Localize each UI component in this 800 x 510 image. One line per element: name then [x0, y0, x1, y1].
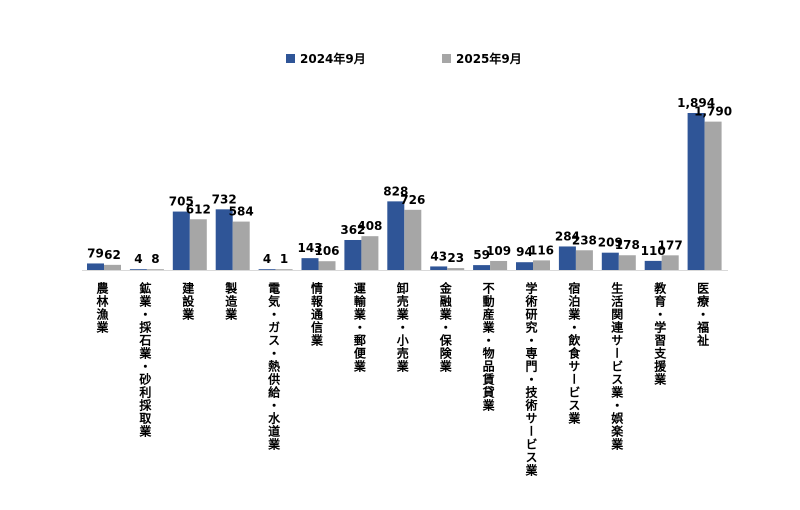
data-label: 59: [473, 248, 490, 262]
data-label: 4: [263, 252, 271, 266]
bar-2025: [104, 264, 121, 270]
data-label: 705: [169, 195, 194, 209]
legend-label-2025: 2025年9月: [456, 52, 522, 66]
bar-2024: [516, 262, 533, 270]
bar-2025: [189, 219, 207, 270]
category-label: 宿泊業・飲食サービス業: [566, 282, 581, 425]
data-label: 62: [104, 248, 121, 262]
data-label: 4: [134, 252, 142, 266]
bar-2024: [344, 239, 362, 270]
category-label: 卸売業・小売業: [395, 282, 410, 373]
data-label: 178: [615, 238, 640, 252]
bar-2025: [661, 255, 679, 270]
data-label: 726: [400, 193, 425, 207]
data-label: 362: [340, 223, 365, 237]
category-label: 農林漁業: [95, 282, 109, 334]
category-label: 学術研究・専門・技術サービス業: [524, 282, 538, 477]
category-label: 医療・福祉: [695, 282, 710, 347]
bar-2025: [275, 269, 293, 270]
data-label: 177: [658, 238, 683, 252]
bar-2024: [601, 252, 619, 270]
data-label: 109: [486, 244, 511, 258]
bar-2024: [430, 266, 448, 270]
data-label: 584: [229, 205, 254, 219]
bar-2025: [704, 121, 722, 270]
bar-2024: [301, 258, 319, 270]
category-label: 製造業: [223, 282, 238, 321]
data-label: 110: [641, 244, 666, 258]
legend-label-2024: 2024年9月: [300, 52, 366, 66]
bar-2024: [687, 113, 705, 270]
data-label: 408: [357, 219, 382, 233]
legend-item-2024: 2024年9月: [286, 50, 366, 67]
data-label: 828: [383, 184, 408, 198]
bar-2025: [490, 260, 508, 270]
bar-2025: [575, 250, 593, 270]
data-label: 732: [212, 192, 237, 206]
data-label: 209: [598, 236, 623, 250]
bar-2025: [533, 260, 550, 270]
bar-2024: [129, 269, 147, 270]
category-label: 情報通信業: [309, 282, 324, 347]
bar-2024: [387, 201, 405, 270]
bar-2024: [87, 263, 104, 270]
category-label: 教育・学習支援業: [652, 282, 667, 386]
data-label: 43: [430, 249, 447, 263]
bar-2024: [473, 265, 491, 270]
category-label: 鉱業・採石業・砂利採取業: [137, 282, 152, 438]
bar-2025: [232, 221, 250, 270]
data-label: 238: [572, 233, 597, 247]
data-label: 1,894: [677, 96, 715, 110]
category-label: 金融業・保険業: [438, 282, 453, 373]
bar-2024: [258, 269, 276, 270]
legend-swatch-2024: [286, 54, 295, 63]
category-label: 生活関連サービス業・娯楽業: [609, 282, 624, 451]
bar-2025: [318, 261, 336, 270]
bar-2024: [215, 209, 233, 270]
bar-2024: [172, 211, 190, 270]
data-label: 612: [186, 202, 211, 216]
bar-2025: [361, 236, 379, 270]
bar-2025: [618, 255, 636, 270]
data-label: 143: [297, 241, 322, 255]
category-label: 建設業: [180, 282, 195, 321]
category-label: 電気・ガス・熱供給・水道業: [266, 282, 281, 451]
bar-2025: [447, 268, 465, 270]
data-label: 284: [555, 229, 580, 243]
data-label: 116: [529, 243, 554, 257]
data-label: 1,790: [694, 105, 732, 119]
legend-item-2025: 2025年9月: [442, 50, 522, 67]
category-label: 運輸業・郵便業: [352, 282, 367, 373]
data-label: 79: [87, 246, 104, 260]
bar-2024: [558, 246, 576, 270]
data-label: 8: [151, 252, 159, 266]
bar-2025: [404, 209, 422, 270]
data-label: 1: [280, 252, 288, 266]
bar-2025: [146, 269, 164, 270]
bar-2024: [644, 260, 662, 270]
legend-swatch-2025: [442, 54, 451, 63]
data-label: 94: [516, 245, 533, 259]
category-label: 不動産業・物品賃貸業: [481, 282, 496, 412]
data-label: 23: [447, 251, 464, 265]
data-label: 106: [314, 244, 339, 258]
